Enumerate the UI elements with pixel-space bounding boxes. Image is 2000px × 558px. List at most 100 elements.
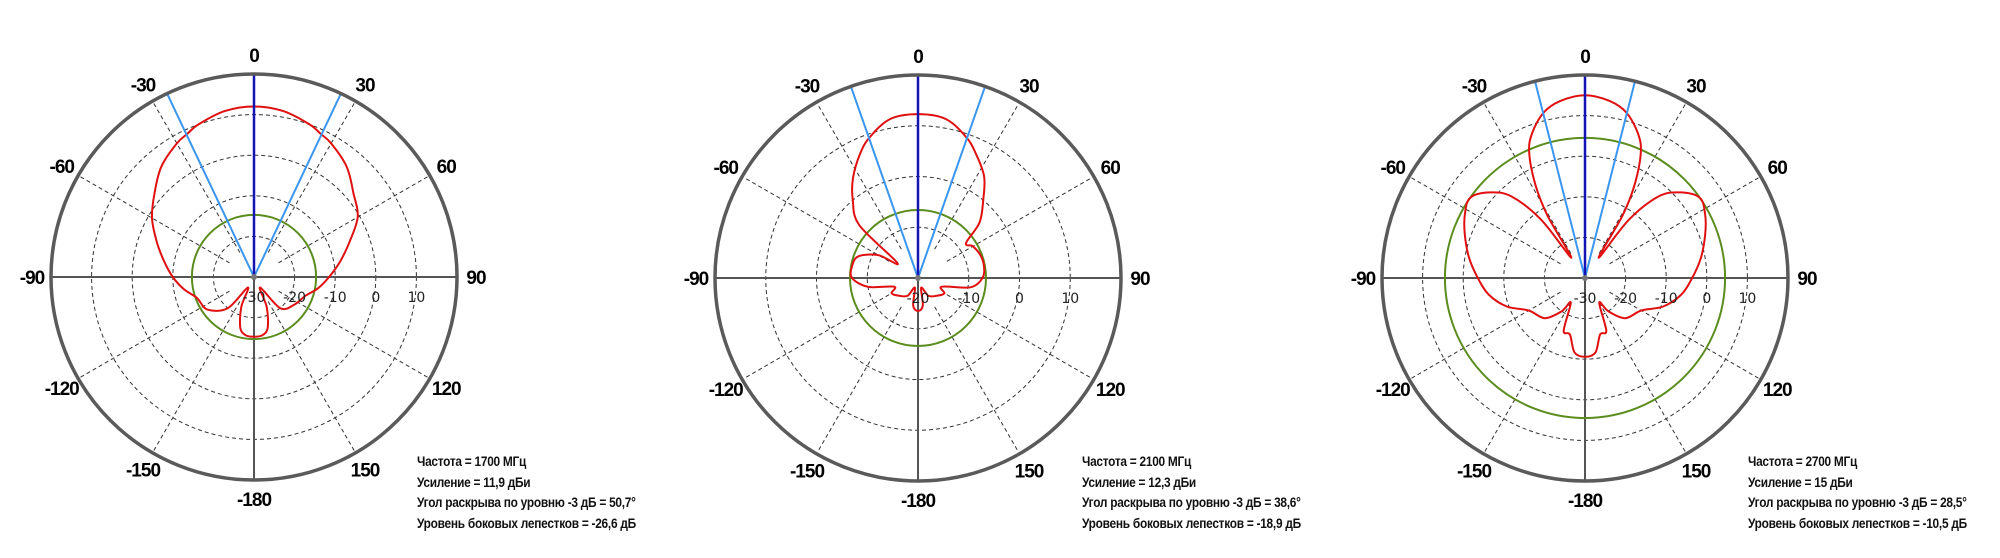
info-sidelobe-level: Уровень боковых лепестков = -18,9 дБ xyxy=(1082,515,1301,531)
polar-chart-2: 0 30 60 90 120 150 -180 -150 -120 -90 -60 -30 -30 -20… xyxy=(1351,47,1818,512)
radial-tick-label: -30 xyxy=(243,290,266,306)
angle-tick-label: -30 xyxy=(131,76,156,97)
angle-tick-label: -120 xyxy=(709,380,743,401)
angle-tick-label: -120 xyxy=(1376,380,1410,401)
radial-tick-label: -20 xyxy=(283,290,306,306)
grid-spoke xyxy=(278,175,431,264)
angle-tick-label: -180 xyxy=(901,491,935,512)
info-block-1700: Частота = 1700 МГц Усиление = 11,9 дБи У… xyxy=(417,452,636,534)
grid-spoke xyxy=(946,176,1095,262)
angle-tick-label: 30 xyxy=(1019,77,1039,98)
angle-tick-label: -150 xyxy=(790,461,824,482)
grid-spoke xyxy=(1408,176,1561,265)
angle-tick-label: 150 xyxy=(1015,461,1044,482)
angle-tick-label: 60 xyxy=(437,157,457,178)
angle-tick-label: 60 xyxy=(1101,158,1121,179)
angle-tick-label: -90 xyxy=(20,268,45,289)
grid-spoke xyxy=(267,301,356,454)
info-block-2700: Частота = 2700 МГц Усиление = 15 дБи Уго… xyxy=(1748,452,1967,534)
grid-spoke xyxy=(267,100,356,253)
angle-tick-label: 90 xyxy=(1130,269,1150,290)
radial-tick-label: 10 xyxy=(1061,291,1079,307)
radial-tick-label: -10 xyxy=(1655,291,1678,307)
angle-tick-label: -90 xyxy=(684,269,709,290)
radial-tick-label: 10 xyxy=(407,290,425,306)
angle-tick-label: -120 xyxy=(45,379,79,400)
beamwidth-edge-line xyxy=(1534,80,1586,279)
radial-tick-label: 0 xyxy=(371,290,380,306)
radial-tick-label: 0 xyxy=(1015,291,1024,307)
info-frequency: Частота = 1700 МГц xyxy=(417,454,527,469)
radial-tick-label: -10 xyxy=(957,291,980,307)
angle-tick-label: 30 xyxy=(1686,77,1706,98)
angle-tick-label: 0 xyxy=(913,47,923,68)
center-dot xyxy=(251,274,257,280)
angle-tick-label: -150 xyxy=(1457,461,1491,482)
info-beamwidth: Угол раскрыва по уровню -3 дБ = 50,7° xyxy=(417,495,636,510)
info-gain: Усиление = 11,9 дБи xyxy=(417,474,531,490)
polar-chart-0: 0 30 60 90 120 150 -180 -150 -120 -90 -60 -30 -30 -20… xyxy=(20,46,487,511)
beamwidth-edge-line xyxy=(849,86,919,279)
angle-tick-label: -90 xyxy=(1351,269,1376,290)
angle-tick-label: -180 xyxy=(1568,491,1602,512)
info-beamwidth: Угол раскрыва по уровню -3 дБ = 38,6° xyxy=(1082,495,1301,510)
grid-spoke xyxy=(741,176,890,262)
angle-tick-label: -180 xyxy=(237,490,271,511)
info-beamwidth: Угол раскрыва по уровню -3 дБ = 28,5° xyxy=(1748,495,1967,510)
grid-spoke xyxy=(1408,291,1561,380)
grid-spoke xyxy=(77,175,230,264)
info-frequency: Частота = 2700 МГц xyxy=(1748,454,1858,469)
grid-spoke xyxy=(816,101,902,250)
angle-tick-label: 0 xyxy=(1580,47,1590,68)
beamwidth-edge-line xyxy=(166,93,255,278)
angle-tick-label: -60 xyxy=(1381,158,1406,179)
grid-spoke xyxy=(816,306,902,455)
info-block-2100: Частота = 2100 МГц Усиление = 12,3 дБи У… xyxy=(1082,452,1301,534)
grid-spoke xyxy=(1609,176,1762,265)
radial-tick-label: 0 xyxy=(1702,291,1711,307)
grid-spoke xyxy=(1483,302,1572,455)
outer-circle xyxy=(49,72,459,482)
outer-circle xyxy=(713,73,1123,483)
grid-spoke xyxy=(741,294,890,380)
grid-spoke xyxy=(934,101,1020,250)
angle-tick-label: 90 xyxy=(466,268,486,289)
angle-tick-label: 60 xyxy=(1768,158,1788,179)
info-frequency: Частота = 2100 МГц xyxy=(1082,454,1192,469)
angle-tick-label: 30 xyxy=(355,76,375,97)
grid-spoke xyxy=(934,306,1020,455)
center-dot xyxy=(1582,275,1588,281)
grid-spoke xyxy=(152,100,241,253)
angle-tick-label: 120 xyxy=(432,379,461,400)
angle-tick-label: 150 xyxy=(1682,461,1711,482)
radial-tick-label: -20 xyxy=(907,291,930,307)
beamwidth-edge-line xyxy=(917,86,987,279)
grid-spoke xyxy=(946,294,1095,380)
beamwidth-edge-line xyxy=(1584,80,1636,279)
radial-tick-label: -10 xyxy=(324,290,347,306)
angle-tick-label: -60 xyxy=(714,158,739,179)
grid-spoke xyxy=(1483,101,1572,254)
center-dot xyxy=(915,275,921,281)
info-gain: Усиление = 12,3 дБи xyxy=(1082,474,1196,490)
radial-tick-label: -20 xyxy=(1614,291,1637,307)
angle-tick-label: 90 xyxy=(1797,269,1817,290)
angle-tick-label: -60 xyxy=(50,157,75,178)
angle-tick-label: -30 xyxy=(1462,77,1487,98)
angle-tick-label: 0 xyxy=(249,46,259,67)
grid-spoke xyxy=(1598,101,1687,254)
grid-spoke xyxy=(1609,291,1762,380)
grid-spoke xyxy=(77,290,230,379)
grid-spoke xyxy=(1598,302,1687,455)
outer-circle xyxy=(1380,73,1790,483)
beamwidth-edge-line xyxy=(253,93,342,278)
polar-chart-1: 0 30 60 90 120 150 -180 -150 -120 -90 -60 -30 -20 -10… xyxy=(684,47,1151,512)
angle-tick-label: 120 xyxy=(1763,380,1792,401)
info-sidelobe-level: Уровень боковых лепестков = -10,5 дБ xyxy=(1748,515,1967,531)
radial-tick-label: -30 xyxy=(1574,291,1597,307)
angle-tick-label: -150 xyxy=(126,460,160,481)
angle-tick-label: 150 xyxy=(351,460,380,481)
grid-spoke xyxy=(278,290,431,379)
angle-tick-label: 120 xyxy=(1096,380,1125,401)
